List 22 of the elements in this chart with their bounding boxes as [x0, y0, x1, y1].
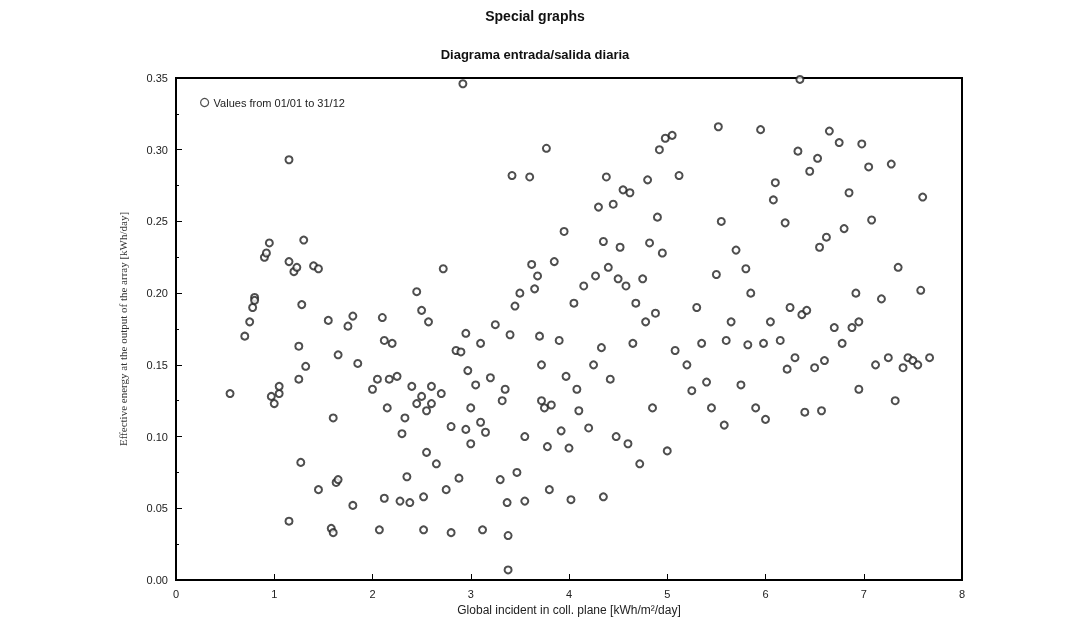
y-tick-label: 0.35 — [146, 72, 168, 84]
x-tick-label: 3 — [467, 587, 474, 600]
x-tick-label: 5 — [664, 587, 671, 600]
x-tick-label: 1 — [271, 587, 278, 600]
y-tick-label: 0.00 — [146, 574, 168, 586]
y-tick-label: 0.05 — [146, 502, 168, 515]
y-tick-label: 0.20 — [146, 287, 168, 300]
x-tick-label: 4 — [565, 587, 573, 600]
x-tick-label: 7 — [860, 587, 867, 600]
y-tick-label: 0.30 — [146, 143, 168, 156]
chart-title: Special graphs — [485, 8, 586, 24]
x-tick-label: 0 — [172, 587, 180, 600]
y-axis-title: Effective energy at the output of the array [kWh/day] — [116, 211, 129, 447]
chart-subtitle: Diagrama entrada/salida diaria — [440, 47, 631, 62]
x-tick-label: 6 — [762, 587, 769, 600]
x-tick-label: 8 — [958, 587, 966, 600]
y-tick-label: 0.25 — [146, 215, 168, 228]
x-tick-label: 2 — [369, 587, 376, 600]
y-tick-label: 0.10 — [146, 430, 168, 443]
y-tick-label: 0.15 — [146, 358, 168, 371]
x-axis-title: Global incident in coll. plane [kWh/m²/day] — [457, 602, 681, 617]
legend-label: Values from 01/01 to 31/12 — [213, 96, 345, 109]
